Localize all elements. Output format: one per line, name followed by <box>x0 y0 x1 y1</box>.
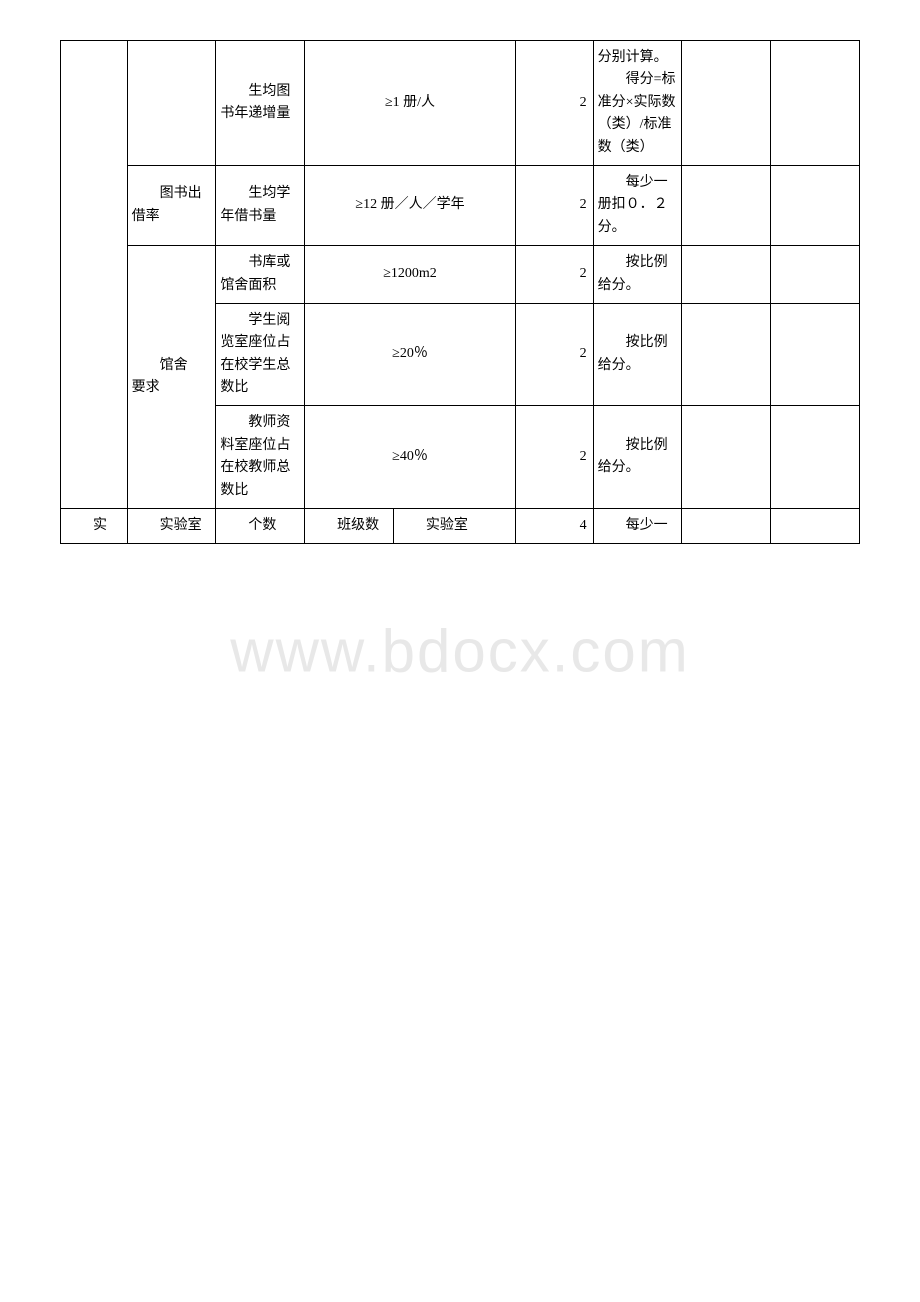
cell-score: 4 <box>515 509 593 544</box>
cell-indicator: 生均学年借书量 <box>216 165 305 245</box>
cell-standard: ≥12 册／人／学年 <box>305 165 516 245</box>
table-row: 馆舍 要求 书库或馆舍面积 ≥1200m2 2 按比例给分。 <box>61 246 860 304</box>
cell-indicator: 书库或馆舍面积 <box>216 246 305 304</box>
cell-standard: ≥20％ <box>305 303 516 406</box>
cell-blank-b <box>771 406 860 509</box>
cell-score: 2 <box>515 303 593 406</box>
cell-method: 每少一 <box>593 509 682 544</box>
cell-score: 2 <box>515 246 593 304</box>
cell-blank-a <box>682 303 771 406</box>
table-row: 生均图书年递增量 ≥1 册/人 2 分别计算。 得分=标准分×实际数（类）/标准… <box>61 41 860 166</box>
cell-blank-b <box>771 303 860 406</box>
cell-blank-a <box>682 406 771 509</box>
cell-category-1 <box>61 41 128 509</box>
table-row: 实 实验室 个数 班级数 实验室 4 每少一 <box>61 509 860 544</box>
cell-indicator: 教师资料室座位占在校教师总数比 <box>216 406 305 509</box>
cell-standard-a: 班级数 <box>305 509 394 544</box>
cell-blank-a <box>682 165 771 245</box>
evaluation-table: 生均图书年递增量 ≥1 册/人 2 分别计算。 得分=标准分×实际数（类）/标准… <box>60 40 860 544</box>
cell-blank-b <box>771 509 860 544</box>
cell-subcategory <box>127 41 216 166</box>
cell-blank-b <box>771 165 860 245</box>
cell-blank-b <box>771 246 860 304</box>
cell-standard: ≥1 册/人 <box>305 41 516 166</box>
cell-blank-a <box>682 509 771 544</box>
cell-blank-b <box>771 41 860 166</box>
cell-method: 按比例给分。 <box>593 406 682 509</box>
cell-category-2: 实 <box>61 509 128 544</box>
cell-method: 分别计算。 得分=标准分×实际数（类）/标准数（类） <box>593 41 682 166</box>
cell-subcategory: 馆舍 要求 <box>127 246 216 509</box>
cell-subcategory: 实验室 <box>127 509 216 544</box>
cell-subcategory: 图书出借率 <box>127 165 216 245</box>
cell-standard: ≥1200m2 <box>305 246 516 304</box>
table-row: 图书出借率 生均学年借书量 ≥12 册／人／学年 2 每少一册扣０．２分。 <box>61 165 860 245</box>
cell-standard-b: 实验室 <box>393 509 515 544</box>
cell-indicator: 生均图书年递增量 <box>216 41 305 166</box>
cell-method: 按比例给分。 <box>593 303 682 406</box>
cell-blank-a <box>682 41 771 166</box>
cell-method: 按比例给分。 <box>593 246 682 304</box>
watermark-text: www.bdocx.com <box>230 617 689 686</box>
cell-standard: ≥40％ <box>305 406 516 509</box>
cell-score: 2 <box>515 406 593 509</box>
cell-method: 每少一册扣０．２分。 <box>593 165 682 245</box>
cell-indicator: 个数 <box>216 509 305 544</box>
cell-score: 2 <box>515 41 593 166</box>
cell-indicator: 学生阅览室座位占在校学生总数比 <box>216 303 305 406</box>
cell-blank-a <box>682 246 771 304</box>
cell-score: 2 <box>515 165 593 245</box>
